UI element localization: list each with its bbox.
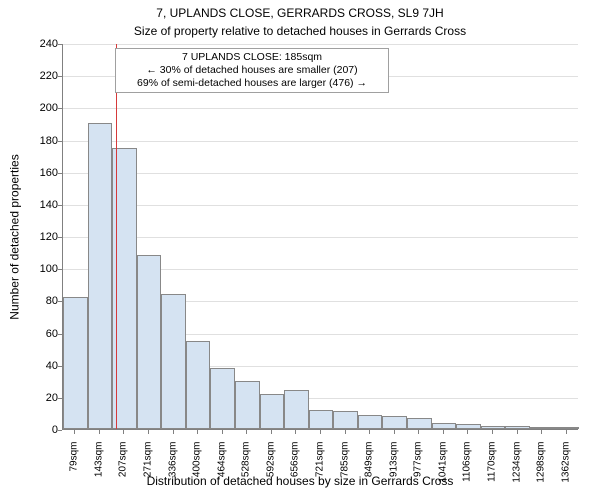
y-tick-label: 60 xyxy=(22,328,58,340)
x-tick-mark xyxy=(492,430,493,434)
histogram-bar xyxy=(456,424,481,429)
x-tick-mark xyxy=(467,430,468,434)
x-tick-mark xyxy=(123,430,124,434)
x-tick-mark xyxy=(295,430,296,434)
histogram-bar xyxy=(481,426,506,429)
property-marker-line xyxy=(116,44,117,429)
x-tick-mark xyxy=(99,430,100,434)
y-tick-label: 200 xyxy=(22,102,58,114)
histogram-bar xyxy=(407,418,432,429)
x-tick-mark xyxy=(517,430,518,434)
y-tick-label: 20 xyxy=(22,392,58,404)
histogram-bar xyxy=(260,394,285,429)
histogram-bar xyxy=(210,368,235,429)
chart-plot-area: 7 UPLANDS CLOSE: 185sqm ← 30% of detache… xyxy=(62,44,578,430)
x-tick-mark xyxy=(74,430,75,434)
histogram-bar xyxy=(505,426,530,429)
y-tick-label: 160 xyxy=(22,167,58,179)
y-tick-label: 100 xyxy=(22,263,58,275)
y-tick-mark xyxy=(58,430,62,431)
histogram-bar xyxy=(161,294,186,429)
annotation-line1: 7 UPLANDS CLOSE: 185sqm xyxy=(122,51,382,64)
x-tick-mark xyxy=(566,430,567,434)
histogram-bar xyxy=(137,255,162,429)
y-tick-label: 180 xyxy=(22,135,58,147)
y-axis-label-text: Number of detached properties xyxy=(8,154,22,319)
x-tick-mark xyxy=(320,430,321,434)
y-tick-label: 0 xyxy=(22,424,58,436)
annotation-box: 7 UPLANDS CLOSE: 185sqm ← 30% of detache… xyxy=(115,48,389,93)
x-tick-mark xyxy=(148,430,149,434)
y-axis-label: Number of detached properties xyxy=(8,44,22,430)
chart-title-main: 7, UPLANDS CLOSE, GERRARDS CROSS, SL9 7J… xyxy=(0,6,600,20)
chart-title-sub: Size of property relative to detached ho… xyxy=(0,24,600,38)
histogram-bar xyxy=(358,415,383,429)
annotation-line3: 69% of semi-detached houses are larger (… xyxy=(122,77,382,90)
histogram-bar xyxy=(63,297,88,429)
x-tick-mark xyxy=(418,430,419,434)
histogram-bars xyxy=(63,44,578,429)
histogram-bar xyxy=(382,416,407,429)
x-tick-mark xyxy=(369,430,370,434)
x-tick-mark xyxy=(197,430,198,434)
histogram-bar xyxy=(554,427,579,429)
histogram-bar xyxy=(309,410,334,429)
histogram-bar xyxy=(186,341,211,429)
x-tick-mark xyxy=(394,430,395,434)
x-tick-mark xyxy=(443,430,444,434)
y-tick-label: 140 xyxy=(22,199,58,211)
x-tick-mark xyxy=(345,430,346,434)
histogram-bar xyxy=(235,381,260,429)
histogram-bar xyxy=(284,390,309,429)
histogram-bar xyxy=(432,423,457,429)
x-tick-mark xyxy=(246,430,247,434)
x-tick-mark xyxy=(541,430,542,434)
y-tick-label: 80 xyxy=(22,295,58,307)
x-axis-label: Distribution of detached houses by size … xyxy=(0,474,600,488)
x-tick-mark xyxy=(173,430,174,434)
y-tick-label: 120 xyxy=(22,231,58,243)
histogram-bar xyxy=(333,411,358,429)
x-tick-mark xyxy=(222,430,223,434)
y-tick-label: 240 xyxy=(22,38,58,50)
y-tick-label: 40 xyxy=(22,360,58,372)
histogram-bar xyxy=(530,427,555,429)
y-tick-label: 220 xyxy=(22,70,58,82)
x-tick-mark xyxy=(271,430,272,434)
histogram-bar xyxy=(88,123,113,429)
annotation-line2: ← 30% of detached houses are smaller (20… xyxy=(122,64,382,77)
